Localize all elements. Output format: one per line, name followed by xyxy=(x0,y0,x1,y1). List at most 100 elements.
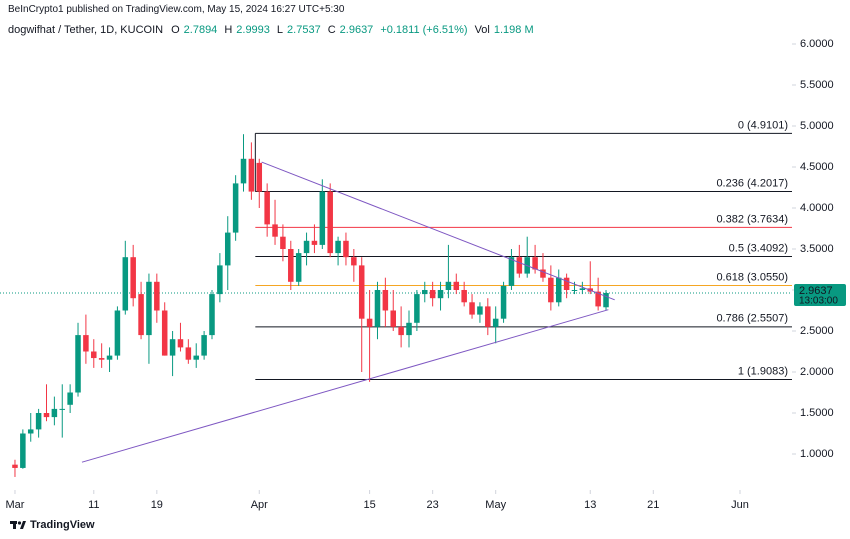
candle-body xyxy=(374,289,381,327)
fib-label: 0.5 (3.4092) xyxy=(729,242,788,254)
candle-body xyxy=(138,294,144,336)
candle-body xyxy=(27,429,34,434)
candle-body xyxy=(461,289,467,303)
candle-body xyxy=(35,412,42,430)
y-tick-label: 4.5000 xyxy=(800,161,834,173)
fib-label: 1 (1.9083) xyxy=(738,365,788,377)
candle-body xyxy=(422,289,428,295)
candle-body xyxy=(75,335,81,393)
y-tick-label: 6.0000 xyxy=(800,38,834,50)
high-label: H xyxy=(224,24,233,36)
candle-body xyxy=(555,277,562,303)
close-value: 2.9637 xyxy=(339,24,374,36)
trendline xyxy=(261,161,615,301)
y-tick-label: 2.0000 xyxy=(800,366,834,378)
y-tick-label: 1.5000 xyxy=(800,407,834,419)
low-value: 2.7537 xyxy=(287,24,321,36)
x-tick-label: 15 xyxy=(363,499,375,511)
y-tick-label: 1.0000 xyxy=(800,448,834,460)
candle-body xyxy=(91,351,97,359)
candle-body xyxy=(327,191,333,254)
x-tick-label: Jun xyxy=(731,499,749,511)
candle-body xyxy=(83,335,89,352)
candle-body xyxy=(358,265,365,319)
candle-body xyxy=(398,326,404,336)
candle-body xyxy=(343,240,349,258)
candle-body xyxy=(311,240,318,245)
fib-label: 0.618 (3.0550) xyxy=(716,271,788,283)
countdown-label: 13:03:00 xyxy=(799,296,838,307)
brand-name: TradingView xyxy=(30,519,95,531)
candle-body xyxy=(114,310,121,356)
candle-body xyxy=(579,288,586,290)
y-tick-label: 4.0000 xyxy=(800,202,834,214)
symbol-legend: dogwifhat / Tether, 1D, KUCOIN O 2.7894 H… xyxy=(8,24,537,36)
volume-value: 1.198 M xyxy=(493,24,534,36)
candle-body xyxy=(508,257,515,286)
candle-body xyxy=(185,347,192,360)
high-value: 2.9993 xyxy=(236,24,270,36)
candle-body xyxy=(303,240,310,254)
open-value: 2.7894 xyxy=(183,24,218,36)
candle-body xyxy=(532,257,538,270)
x-tick-label: 13 xyxy=(584,499,596,511)
last-price-box xyxy=(794,283,846,306)
x-tick-label: 11 xyxy=(88,499,99,511)
x-tick-label: Apr xyxy=(251,499,268,511)
candle-body xyxy=(351,257,357,266)
candle-body xyxy=(406,322,412,336)
candle-body xyxy=(154,281,160,311)
candle-body xyxy=(288,248,294,282)
candle-body xyxy=(485,306,491,327)
candle-body xyxy=(280,236,286,249)
change-value: +0.1811 (+6.51%) xyxy=(380,24,468,36)
symbol: dogwifhat / Tether, 1D, KUCOIN xyxy=(8,24,164,36)
fib-label: 0.382 (3.7634) xyxy=(716,213,788,225)
candle-body xyxy=(595,291,601,307)
candle-body xyxy=(59,408,66,410)
x-tick-label: Mar xyxy=(5,499,24,511)
candle-body xyxy=(67,392,73,405)
candle-body xyxy=(571,289,578,291)
candle-body xyxy=(548,277,554,303)
candle-body xyxy=(477,306,483,315)
volume-label: Vol xyxy=(474,24,490,36)
candle-body xyxy=(414,294,420,323)
candle-body xyxy=(453,281,460,290)
branding: TradingView xyxy=(10,519,95,531)
candle-body xyxy=(603,292,609,308)
candle-body xyxy=(146,281,152,336)
x-tick-label: May xyxy=(485,499,506,511)
last-price-label: 2.9637 xyxy=(799,285,833,297)
candle-body xyxy=(492,318,499,327)
candle-body xyxy=(335,240,341,254)
candle-body xyxy=(437,289,444,299)
candle-body xyxy=(217,265,223,295)
candle-body xyxy=(122,257,129,311)
candle-body xyxy=(43,412,50,418)
trendline xyxy=(81,309,609,463)
candle-body xyxy=(106,355,113,360)
candle-body xyxy=(224,232,231,266)
close-label: C xyxy=(327,24,336,36)
candle-body xyxy=(201,335,207,356)
logo-icon xyxy=(10,521,26,529)
candle-body xyxy=(295,253,302,282)
low-label: L xyxy=(276,24,284,36)
candle-body xyxy=(540,269,546,278)
candle-body xyxy=(240,158,247,184)
candle-body xyxy=(209,294,215,336)
candle-body xyxy=(390,310,396,327)
candle-body xyxy=(248,158,255,192)
x-tick-label: 21 xyxy=(647,499,659,511)
candle-body xyxy=(169,339,176,356)
candle-body xyxy=(319,191,326,245)
candle-body xyxy=(563,277,570,290)
candle-body xyxy=(256,162,263,192)
y-tick-label: 3.5000 xyxy=(800,243,834,255)
candle-body xyxy=(516,257,523,274)
fib-label: 0 (4.9101) xyxy=(738,119,788,131)
candle-body xyxy=(98,358,105,360)
